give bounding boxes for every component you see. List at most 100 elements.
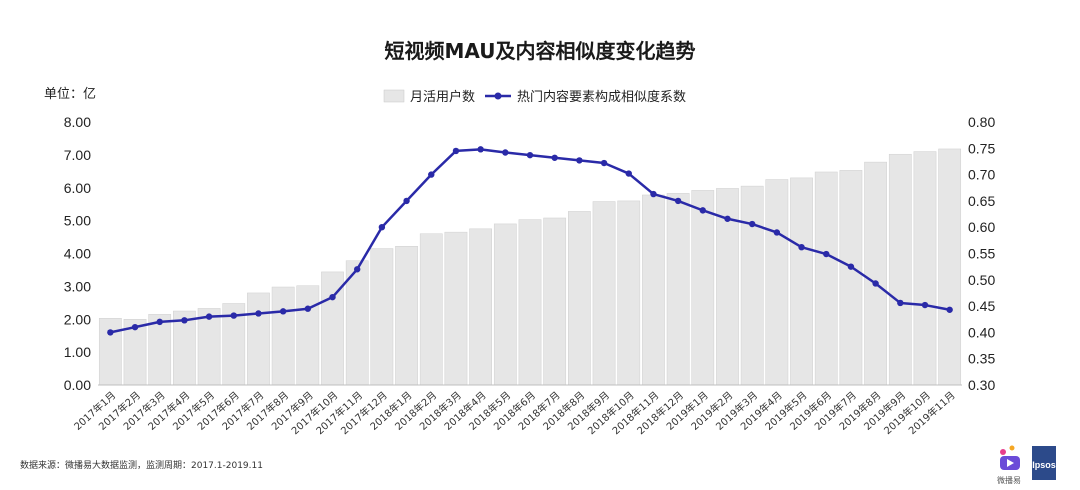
left-tick-label: 0.00 — [64, 377, 91, 393]
line-point — [452, 147, 460, 155]
bar — [370, 248, 394, 386]
source-note: 数据来源：微播易大数据监测，监测周期：2017.1-2019.11 — [20, 459, 263, 471]
logo-dot-icon — [1009, 445, 1015, 451]
right-tick-label: 0.30 — [968, 377, 995, 393]
line-point — [847, 263, 855, 270]
bar — [469, 228, 492, 386]
bar — [666, 193, 690, 386]
right-tick-label: 0.45 — [968, 298, 995, 314]
bar — [444, 231, 468, 386]
line-point — [551, 154, 558, 161]
right-tick-label: 0.35 — [968, 351, 995, 367]
logo-dot-icon — [1000, 449, 1006, 455]
line-point — [748, 220, 756, 228]
line-point — [897, 299, 904, 307]
bar — [271, 286, 295, 386]
bar — [419, 233, 443, 386]
bar — [938, 148, 962, 386]
right-tick-label: 0.50 — [968, 272, 995, 288]
ipsos-logo: Ipsos — [1032, 446, 1056, 480]
line-point — [304, 305, 312, 312]
left-tick-label: 3.00 — [64, 278, 91, 294]
line-point — [403, 197, 410, 205]
right-tick-label: 0.80 — [968, 114, 995, 130]
line-point — [156, 318, 163, 326]
line-point — [205, 313, 213, 320]
line-point — [872, 280, 879, 287]
ipsos-logo-text: Ipsos — [1032, 460, 1056, 470]
line-point — [354, 266, 361, 273]
line-point — [823, 250, 830, 258]
legend-line-marker — [494, 92, 502, 100]
line-point — [773, 229, 781, 236]
right-tick-label: 0.65 — [968, 193, 995, 209]
bar — [864, 161, 887, 386]
bar — [296, 285, 320, 386]
bar — [642, 194, 665, 386]
left-tick-label: 1.00 — [64, 344, 91, 360]
bar — [518, 219, 542, 386]
line-point — [279, 308, 287, 315]
left-tick-label: 2.00 — [64, 311, 91, 327]
line-point — [378, 224, 386, 231]
bar — [814, 171, 838, 386]
line-point — [131, 323, 139, 331]
unit-label: 单位：亿 — [44, 87, 96, 102]
legend-line-label: 热门内容要素构成相似度系数 — [517, 89, 686, 105]
bar — [98, 318, 122, 386]
bar — [913, 151, 937, 386]
line-point — [650, 190, 657, 198]
line-point — [107, 329, 114, 336]
bar — [839, 170, 863, 386]
left-tick-label: 6.00 — [64, 180, 91, 196]
line-point — [255, 310, 262, 317]
play-triangle-icon — [1007, 459, 1014, 467]
right-tick-label: 0.70 — [968, 167, 995, 183]
right-tick-label: 0.55 — [968, 246, 995, 262]
bar — [592, 201, 616, 386]
line-series — [107, 146, 953, 336]
line-point — [329, 293, 336, 301]
left-tick-label: 5.00 — [64, 213, 91, 229]
line-point — [674, 197, 682, 205]
x-axis-ticks: 2017年1月2017年2月2017年3月2017年4月2017年5月2017年… — [71, 389, 958, 438]
bar — [247, 292, 270, 386]
ipsos-badge — [1032, 446, 1056, 480]
bar — [691, 190, 715, 386]
bar — [888, 153, 912, 386]
line-point — [946, 306, 953, 313]
right-tick-label: 0.40 — [968, 324, 995, 340]
right-axis-ticks: 0.30 0.35 0.40 0.45 0.50 0.55 0.60 0.65 0.70 0.75… — [968, 114, 995, 393]
chart-title: 短视频MAU及内容相似度变化趋势 — [384, 39, 695, 63]
right-tick-label: 0.75 — [968, 140, 995, 156]
line-point — [921, 301, 929, 309]
bar — [740, 185, 764, 386]
bar — [543, 217, 567, 386]
line-point — [699, 207, 706, 214]
line-point — [526, 151, 534, 159]
weiboyi-logo-text: 微播易 — [997, 475, 1021, 485]
bar — [568, 211, 591, 386]
left-tick-label: 4.00 — [64, 246, 91, 262]
bar — [493, 223, 517, 386]
legend-bar-label: 月活用户数 — [410, 89, 475, 105]
line-point — [230, 312, 237, 319]
line-point — [576, 157, 583, 164]
legend: 月活用户数 热门内容要素构成相似度系数 — [383, 89, 686, 105]
legend-bar-swatch — [383, 89, 405, 103]
bar — [617, 200, 641, 386]
left-tick-label: 8.00 — [64, 114, 91, 130]
line-point — [625, 170, 632, 177]
right-tick-label: 0.60 — [968, 219, 995, 235]
line-point — [798, 243, 805, 251]
bar — [790, 177, 813, 386]
bar — [765, 179, 789, 386]
left-axis-ticks: 0.00 1.00 2.00 3.00 4.00 5.00 6.00 7.00 8.00 — [64, 114, 91, 393]
line-point — [724, 215, 731, 222]
line-point — [600, 159, 608, 167]
line-point — [477, 146, 484, 153]
weiboyi-logo: 微播易 — [997, 445, 1021, 485]
line-point — [502, 149, 509, 156]
line-point — [428, 171, 435, 178]
